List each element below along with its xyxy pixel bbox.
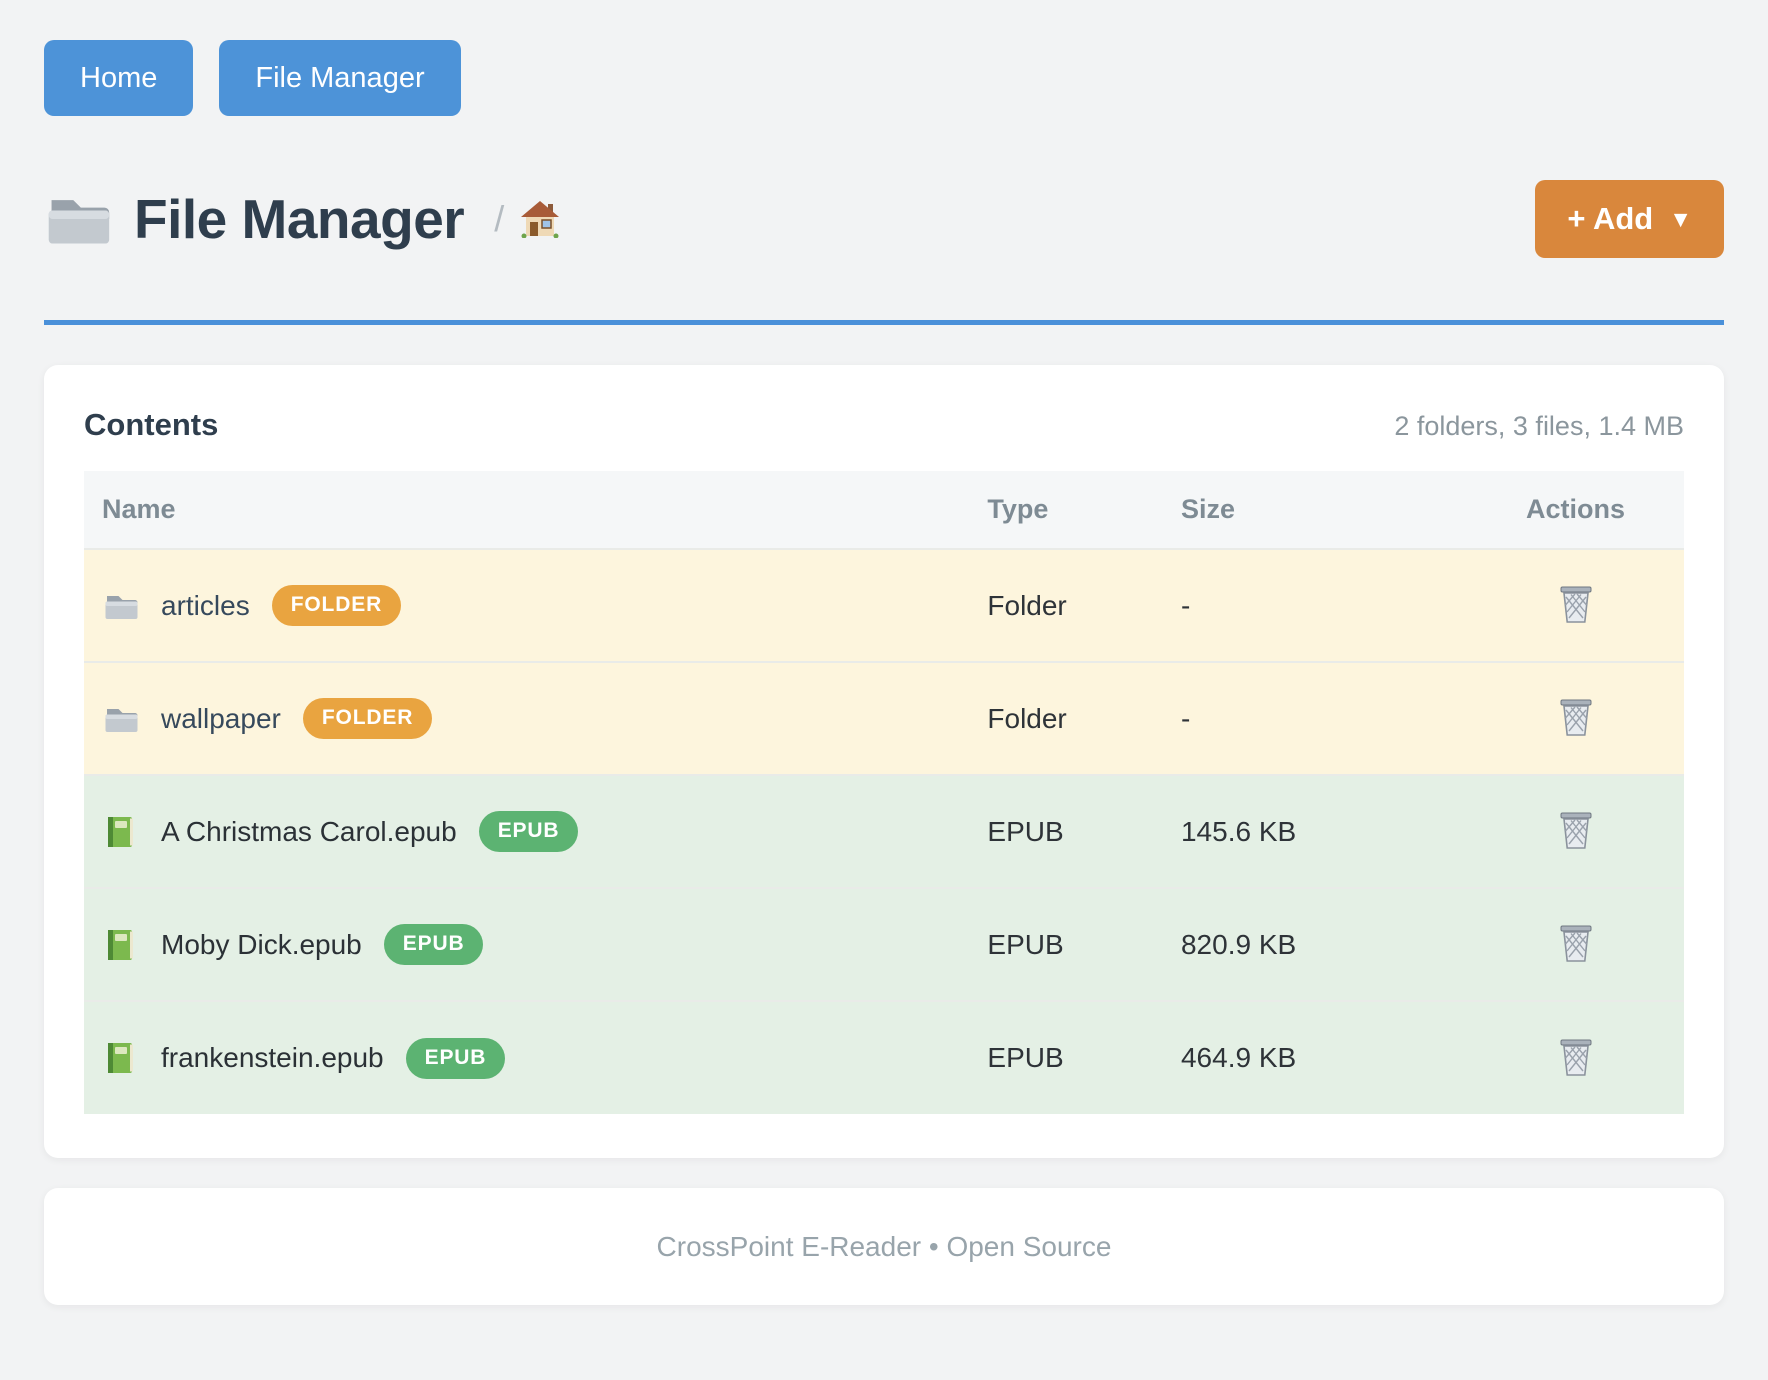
column-header-size: Size xyxy=(1179,471,1468,549)
size-cell: 464.9 KB xyxy=(1180,1042,1297,1073)
size-cell: 145.6 KB xyxy=(1180,815,1297,847)
type-cell: EPUB xyxy=(987,1042,1064,1073)
size-cell: 820.9 KB xyxy=(1180,928,1297,960)
contents-summary: 2 folders, 3 files, 1.4 MB xyxy=(1394,411,1684,441)
contents-card-header: Contents 2 folders, 3 files, 1.4 MB xyxy=(84,407,1684,443)
add-button[interactable]: + Add ▼ xyxy=(1535,180,1724,258)
actions-cell xyxy=(1468,1001,1684,1114)
green-book-icon xyxy=(103,928,139,962)
actions-cell xyxy=(1468,662,1684,775)
home-nav-button[interactable]: Home xyxy=(44,40,194,116)
actions-cell xyxy=(1468,775,1684,888)
add-button-label: + Add xyxy=(1567,201,1654,236)
name-cell: wallpaper FOLDER xyxy=(84,662,986,775)
page-title: File Manager xyxy=(134,187,465,250)
type-badge: FOLDER xyxy=(271,585,402,626)
file-name[interactable]: Moby Dick.epub xyxy=(161,928,362,960)
type-badge: FOLDER xyxy=(302,698,433,739)
actions-cell xyxy=(1468,888,1684,1001)
page-container: Home File Manager File Manager / xyxy=(44,0,1724,1305)
size-cell: - xyxy=(1180,589,1191,621)
table-row[interactable]: frankenstein.epub EPUB EPUB 464.9 KB xyxy=(84,1001,1684,1114)
contents-card: Contents 2 folders, 3 files, 1.4 MB Name… xyxy=(44,365,1724,1158)
green-book-icon xyxy=(103,1041,139,1075)
footer-card: CrossPoint E-Reader • Open Source xyxy=(44,1188,1724,1305)
delete-button[interactable] xyxy=(1552,580,1600,628)
table-row[interactable]: A Christmas Carol.epub EPUB EPUB 145.6 K… xyxy=(84,775,1684,888)
name-cell: frankenstein.epub EPUB xyxy=(84,1001,986,1114)
trash-icon xyxy=(1558,1037,1594,1077)
accent-divider xyxy=(44,320,1724,325)
column-header-type: Type xyxy=(986,471,1180,549)
green-book-icon xyxy=(103,815,139,849)
column-header-actions: Actions xyxy=(1467,471,1684,549)
type-badge: EPUB xyxy=(405,1037,506,1079)
trash-icon xyxy=(1558,584,1594,624)
delete-button[interactable] xyxy=(1552,919,1600,967)
file-name[interactable]: articles xyxy=(161,589,250,621)
type-cell: EPUB xyxy=(987,815,1064,847)
actions-cell xyxy=(1468,549,1684,662)
folder-icon xyxy=(103,589,139,623)
type-cell: Folder xyxy=(987,589,1067,621)
trash-icon xyxy=(1558,810,1594,850)
type-cell: Folder xyxy=(987,702,1067,734)
name-cell: Moby Dick.epub EPUB xyxy=(84,888,986,1001)
file-table: Name Type Size Actions xyxy=(84,471,1684,1114)
folder-icon xyxy=(44,190,112,248)
caret-down-icon: ▼ xyxy=(1669,205,1692,232)
delete-button[interactable] xyxy=(1552,806,1600,854)
size-cell: - xyxy=(1180,702,1191,734)
trash-icon xyxy=(1558,697,1594,737)
breadcrumb-separator: / xyxy=(494,198,505,239)
file-name[interactable]: wallpaper xyxy=(161,702,281,734)
house-icon[interactable] xyxy=(520,200,560,238)
table-row[interactable]: articles FOLDER Folder - xyxy=(84,549,1684,662)
file-name[interactable]: A Christmas Carol.epub xyxy=(161,815,457,847)
delete-button[interactable] xyxy=(1552,693,1600,741)
footer-text: CrossPoint E-Reader • Open Source xyxy=(656,1230,1112,1262)
trash-icon xyxy=(1558,923,1594,963)
file-manager-nav-button[interactable]: File Manager xyxy=(219,40,461,116)
column-header-name: Name xyxy=(84,471,987,549)
type-badge: EPUB xyxy=(478,811,579,852)
page-header: File Manager / + Add ▼ xyxy=(44,180,1724,258)
contents-title: Contents xyxy=(84,407,219,442)
table-row[interactable]: wallpaper FOLDER Folder - xyxy=(84,662,1684,775)
name-cell: articles FOLDER xyxy=(84,549,986,662)
folder-icon xyxy=(103,702,139,736)
type-cell: EPUB xyxy=(987,928,1064,960)
delete-button[interactable] xyxy=(1552,1033,1600,1081)
table-row[interactable]: Moby Dick.epub EPUB EPUB 820.9 KB xyxy=(84,888,1684,1001)
type-badge: EPUB xyxy=(383,924,484,965)
table-header-row: Name Type Size Actions xyxy=(84,471,1684,549)
name-cell: A Christmas Carol.epub EPUB xyxy=(84,775,986,888)
file-name[interactable]: frankenstein.epub xyxy=(161,1042,384,1073)
top-nav: Home File Manager xyxy=(44,0,1724,116)
